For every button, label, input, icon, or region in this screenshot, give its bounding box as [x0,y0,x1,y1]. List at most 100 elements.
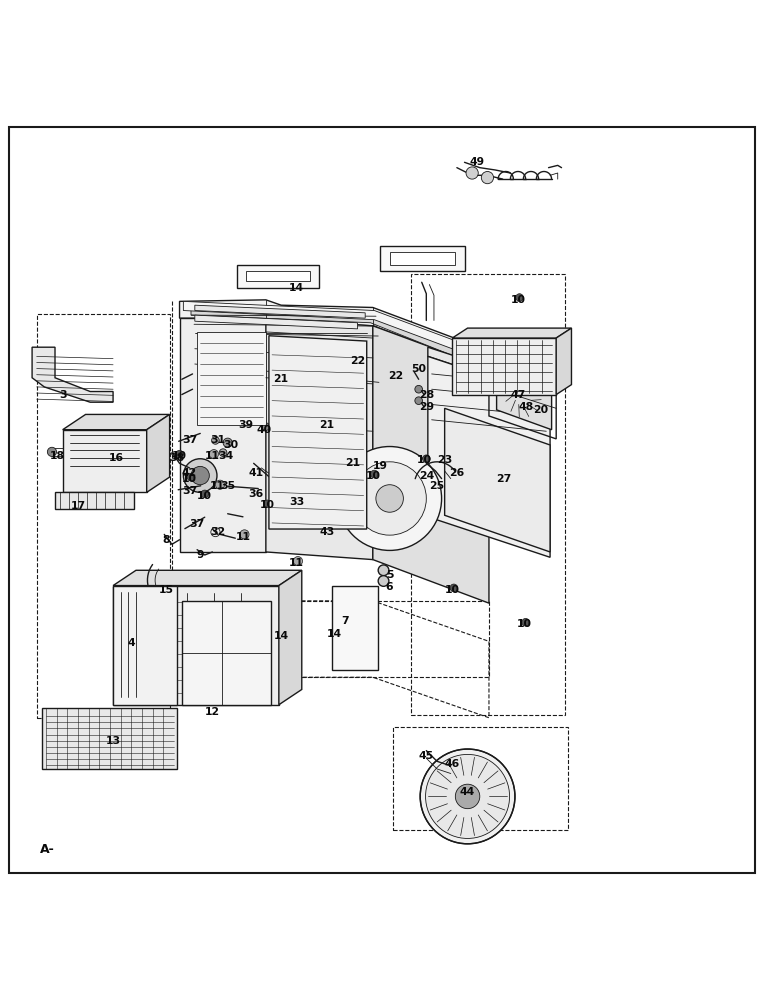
Text: 21: 21 [319,420,335,430]
Bar [307,505,339,524]
Circle shape [516,294,523,301]
Polygon shape [113,570,302,586]
Text: 8: 8 [163,535,170,545]
Text: 48: 48 [518,402,533,412]
Text: 38: 38 [170,453,185,463]
Circle shape [215,480,225,489]
Text: 10: 10 [516,619,532,629]
Polygon shape [42,708,177,769]
Text: 44: 44 [460,787,475,797]
Polygon shape [147,414,170,492]
Polygon shape [237,265,319,288]
Text: 33: 33 [289,497,304,507]
Polygon shape [556,328,571,395]
Circle shape [481,171,494,184]
Text: 12: 12 [205,707,220,717]
Polygon shape [332,586,378,670]
Text: 37: 37 [189,519,205,529]
Circle shape [183,459,217,492]
Polygon shape [246,271,310,281]
Bar [393,727,568,830]
Polygon shape [183,301,489,362]
Circle shape [264,500,271,508]
Text: 11: 11 [289,558,304,568]
Text: 6: 6 [386,582,393,592]
Circle shape [420,749,515,844]
Text: 10: 10 [445,585,460,595]
Ellipse shape [504,371,542,418]
Circle shape [219,449,227,456]
Text: 14: 14 [289,283,304,293]
Polygon shape [380,246,465,271]
Polygon shape [428,347,550,397]
Text: 10: 10 [365,471,380,481]
Text: 18: 18 [50,451,65,461]
Circle shape [209,450,219,459]
Text: 11: 11 [235,532,251,542]
Polygon shape [32,347,113,402]
Text: 41: 41 [248,468,264,478]
Text: 10: 10 [172,451,187,461]
Text: 24: 24 [419,471,434,481]
Circle shape [522,618,529,626]
Text: 14: 14 [327,629,342,639]
Text: 9: 9 [196,550,204,560]
Text: 42: 42 [182,468,197,478]
Bar [172,601,489,677]
Text: 21: 21 [345,458,361,468]
Text: 50: 50 [411,364,426,374]
Circle shape [262,423,270,430]
Text: 45: 45 [419,751,434,761]
Polygon shape [55,492,134,509]
Circle shape [378,565,389,576]
Circle shape [187,473,195,481]
Polygon shape [497,351,552,430]
Text: 47: 47 [510,390,526,400]
Text: A-: A- [40,843,54,856]
Polygon shape [266,318,373,560]
Polygon shape [452,338,556,395]
Text: 11: 11 [205,451,220,461]
Text: 26: 26 [449,468,465,478]
Text: 10: 10 [417,455,432,465]
Text: 21: 21 [274,374,289,384]
Text: 11: 11 [210,481,225,491]
Polygon shape [180,318,266,552]
Text: 29: 29 [419,402,434,412]
Polygon shape [445,408,550,552]
Text: 37: 37 [182,486,197,496]
Circle shape [191,466,209,485]
Text: 22: 22 [350,356,365,366]
Polygon shape [428,356,550,557]
Text: 40: 40 [256,425,271,435]
Polygon shape [113,586,279,705]
Circle shape [376,485,403,512]
Polygon shape [182,601,271,705]
Text: 39: 39 [238,420,254,430]
Text: 10: 10 [182,474,197,484]
Text: 14: 14 [274,631,289,641]
Polygon shape [195,315,358,329]
Text: 49: 49 [470,157,485,167]
Polygon shape [452,328,571,338]
Polygon shape [390,252,455,265]
Circle shape [338,447,442,550]
Text: 5: 5 [386,570,393,580]
Bar [37,314,170,718]
Text: 43: 43 [319,527,335,537]
Text: 15: 15 [159,585,174,595]
Ellipse shape [497,362,550,427]
Polygon shape [63,430,147,492]
Circle shape [415,397,422,405]
Text: 10: 10 [510,295,526,305]
Circle shape [223,438,232,447]
Circle shape [242,418,250,426]
Text: 27: 27 [497,474,512,484]
Circle shape [426,754,510,838]
Circle shape [371,470,378,478]
Text: 16: 16 [108,453,124,463]
Text: 4: 4 [128,638,135,648]
Text: 32: 32 [210,527,225,537]
Text: 30: 30 [223,440,238,450]
Circle shape [353,462,426,535]
